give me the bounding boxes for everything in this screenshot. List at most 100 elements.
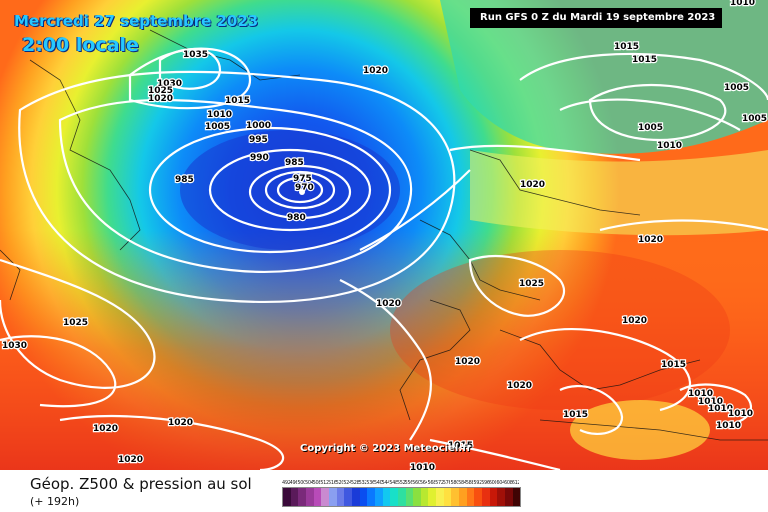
legend-swatch (482, 488, 490, 506)
baltic-yellow-field (470, 150, 768, 236)
legend-value: 608 (504, 480, 512, 486)
legend-swatch (459, 488, 467, 506)
isobar-label: 1030 (157, 79, 182, 89)
legend-value: 600 (488, 480, 497, 486)
isobar-label: 1015 (225, 96, 250, 106)
legend-swatch (512, 488, 521, 506)
weather-map: 1035 1030 1025 1020 1015 1010 1005 1000 … (0, 0, 768, 470)
legend-value: 540 (373, 480, 382, 486)
legend-swatch (283, 488, 291, 506)
legend-swatch (443, 488, 452, 506)
isobar-label: 1010 (716, 421, 741, 431)
legend-swatch (336, 488, 345, 506)
legend-swatch (420, 488, 429, 506)
legend-value: 612 (511, 480, 520, 486)
isobar-label: 1005 (742, 114, 767, 124)
isobar-label: 975 (293, 174, 312, 184)
legend-value: 544 (381, 480, 390, 486)
isobar-label: 980 (287, 213, 306, 223)
isobar-label: 1010 (688, 389, 713, 399)
isobar-label: 1010 (698, 397, 723, 407)
isobar-label: 1015 (448, 441, 473, 451)
isobar-label: 1015 (563, 410, 588, 420)
isobar-label: 1000 (246, 121, 271, 131)
legend-swatch (436, 488, 444, 506)
legend-value: 576 (442, 480, 451, 486)
legend-swatch (351, 488, 360, 506)
legend-value: 496 (289, 480, 298, 486)
copyright: Copyright © 2023 Meteociel.fr (300, 443, 472, 454)
isobar-label: 1010 (657, 141, 682, 151)
isobar-label: 1020 (363, 66, 388, 76)
isobar-label: 1025 (63, 318, 88, 328)
isobar-label: 1020 (455, 357, 480, 367)
legend-swatch (428, 488, 437, 506)
coastlines (0, 29, 768, 441)
isobar-label: 1005 (638, 123, 663, 133)
isobar-label: 985 (175, 175, 194, 185)
isobars (0, 47, 768, 470)
isobar-label: 1020 (118, 455, 143, 465)
legend-value: 572 (435, 480, 443, 486)
legend-swatch (313, 488, 322, 506)
legend-value: 604 (496, 480, 505, 486)
isobar-label: 1020 (148, 94, 173, 104)
run-info: Run GFS 0 Z du Mardi 19 septembre 2023 (470, 8, 722, 28)
colour-legend: 492 496 500 504 508 512 516 520 524 528 532 536 540 5… (282, 480, 522, 507)
scandinavian-field (440, 0, 768, 154)
legend-value: 588 (465, 480, 474, 486)
legend-swatch (413, 488, 421, 506)
isobar-label: 970 (295, 183, 314, 193)
low-core (180, 130, 400, 250)
legend-value: 504 (304, 480, 313, 486)
legend-swatch (382, 488, 391, 506)
isobar-label: 1020 (638, 235, 663, 245)
legend-swatch (489, 488, 498, 506)
isobar-label: 1010 (708, 404, 733, 414)
isobar-label: 1020 (507, 381, 532, 391)
isobar-label: 1020 (168, 418, 193, 428)
north-africa-yellow (570, 400, 710, 460)
legend-swatch (290, 488, 299, 506)
isobar-label: 1020 (622, 316, 647, 326)
legend-value: 584 (458, 480, 466, 486)
legend-value: 556 (404, 480, 413, 486)
legend-value: 516 (327, 480, 336, 486)
legend-value: 560 (412, 480, 420, 486)
legend-swatch (474, 488, 483, 506)
legend-value: 500 (297, 480, 305, 486)
isobar-label: 1005 (724, 83, 749, 93)
legend-value: 524 (343, 480, 351, 486)
isobar-label: 1015 (614, 42, 639, 52)
legend-swatch (328, 488, 337, 506)
legend-value: 508 (312, 480, 321, 486)
forecast-local-time: 2:00 locale (22, 34, 139, 56)
isobar-label: 1030 (2, 341, 27, 351)
legend-swatch (305, 488, 314, 506)
legend-value: 492 (282, 480, 290, 486)
low-centre-marker (299, 189, 305, 195)
legend-value: 552 (396, 480, 405, 486)
legend-value: 568 (427, 480, 436, 486)
legend-value: 520 (335, 480, 344, 486)
isobar-label: 1020 (376, 299, 401, 309)
legend-swatch (505, 488, 513, 506)
footer: Géop. Z500 & pression au sol (+ 192h) 49… (0, 470, 768, 512)
legend-value: 512 (320, 480, 328, 486)
isobar-label: 1020 (93, 424, 118, 434)
legend-value: 532 (358, 480, 367, 486)
legend-swatch (405, 488, 414, 506)
isobar-label: 1010 (730, 0, 755, 8)
legend-swatch (397, 488, 406, 506)
legend-swatch (374, 488, 383, 506)
legend-swatch (390, 488, 398, 506)
forecast-lead-time: (+ 192h) (30, 495, 80, 508)
legend-value: 580 (450, 480, 459, 486)
isobar-label: 990 (250, 153, 269, 163)
isobar-label: 1035 (183, 50, 208, 60)
chart-title: Géop. Z500 & pression au sol (30, 475, 252, 493)
legend-value: 592 (473, 480, 482, 486)
isobar-label: 1010 (207, 110, 232, 120)
legend-value: 548 (389, 480, 397, 486)
legend-swatch (497, 488, 506, 506)
